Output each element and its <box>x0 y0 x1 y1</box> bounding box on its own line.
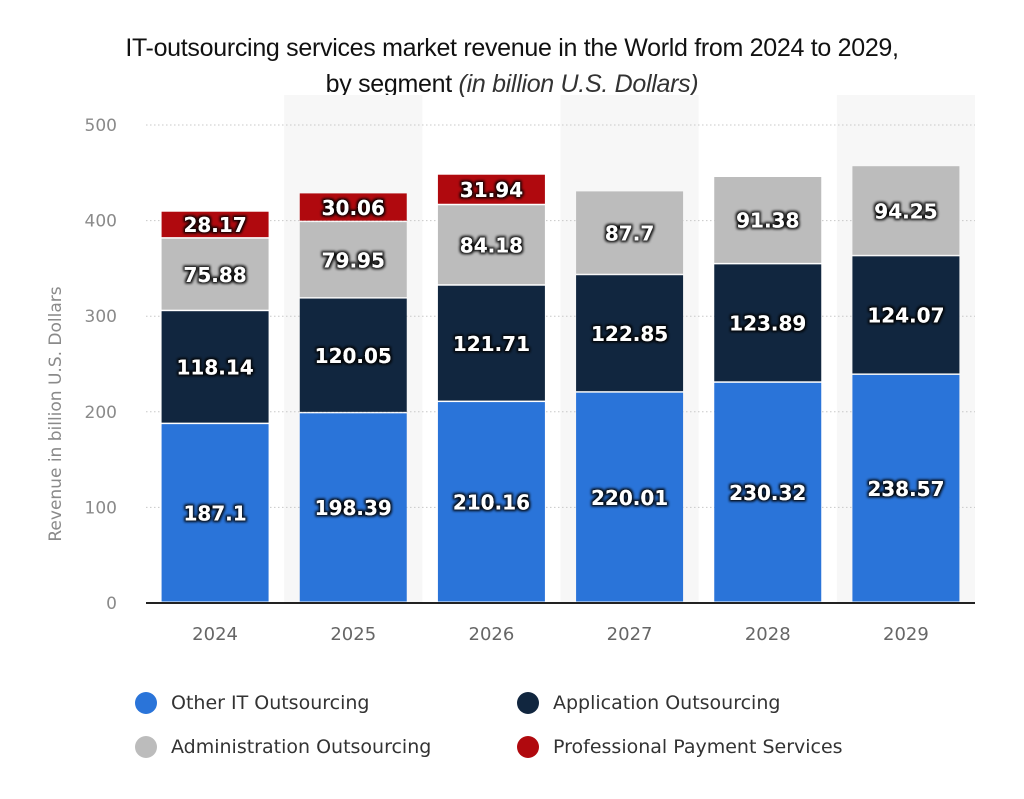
bar-segment <box>437 285 545 401</box>
chart-title-unit: (in billion U.S. Dollars) <box>458 70 699 98</box>
axes: 0 100 200 300 400 500 Revenue in billion U.S. … <box>46 116 975 645</box>
data-label: 121.71 <box>453 332 530 356</box>
chart-title-bold: by segment <box>325 70 453 98</box>
data-label: 118.14 <box>176 356 253 380</box>
data-label: 210.16 <box>453 491 530 515</box>
bar-segment <box>299 193 407 221</box>
data-label: 123.89 <box>729 312 806 336</box>
x-tick-label: 2027 <box>607 624 653 645</box>
legend-label: Professional Payment Services <box>553 736 843 758</box>
bar-segment <box>576 191 684 274</box>
legend-item[interactable]: Application Outsourcing <box>517 692 780 714</box>
bar-segment <box>437 402 545 602</box>
bar-segment <box>437 205 545 285</box>
bar-segment <box>299 222 407 298</box>
legend-item[interactable]: Professional Payment Services <box>517 736 843 758</box>
data-label: 87.7 <box>605 221 654 245</box>
data-label: 198.39 <box>315 496 392 520</box>
bar-segment <box>161 211 269 238</box>
x-tick-label: 2024 <box>192 624 238 645</box>
data-label: 220.01 <box>591 486 668 510</box>
data-label: 28.17 <box>183 213 246 237</box>
data-label: 91.38 <box>736 209 799 233</box>
chart-title-line1: IT-outsourcing services market revenue i… <box>125 34 899 62</box>
x-tick-label: 2029 <box>883 624 929 645</box>
bar-segment <box>299 298 407 412</box>
x-tick-label: 2026 <box>469 624 515 645</box>
data-label: 124.07 <box>867 304 944 328</box>
bar-segment <box>437 174 545 204</box>
data-label: 75.88 <box>183 263 246 287</box>
data-label: 238.57 <box>867 477 944 501</box>
y-tick-label: 200 <box>85 403 117 423</box>
bar-segment <box>299 413 407 602</box>
legend-marker-icon <box>135 692 157 714</box>
bar-segment <box>161 311 269 423</box>
bar-segment <box>714 264 822 382</box>
legend-marker-icon <box>517 692 539 714</box>
data-label: 30.06 <box>322 196 385 220</box>
legend-label: Other IT Outsourcing <box>171 692 370 714</box>
bar-segment <box>852 374 960 602</box>
data-label: 230.32 <box>729 481 806 505</box>
bar-segment <box>161 238 269 310</box>
bar-segment <box>714 382 822 602</box>
data-label: 31.94 <box>460 178 523 202</box>
bar-segment <box>852 256 960 374</box>
y-axis-title: Revenue in billion U.S. Dollars <box>46 286 66 541</box>
x-tick-label: 2025 <box>330 624 376 645</box>
bar-segment <box>161 424 269 602</box>
bar-segment <box>852 166 960 255</box>
stacked-bar-chart: 187.1 118.14 75.88 28.17 198.39 120.05 79.95 30… <box>46 116 975 645</box>
y-tick-label: 300 <box>85 307 117 327</box>
legend-item[interactable]: Other IT Outsourcing <box>135 692 369 714</box>
data-label: 79.95 <box>322 248 385 272</box>
y-tick-label: 0 <box>106 594 117 614</box>
y-tick-label: 100 <box>85 498 117 518</box>
legend-marker-icon <box>517 736 539 758</box>
x-tick-label: 2028 <box>745 624 791 645</box>
chart-title-line2: by segment (in billion U.S. Dollars) <box>0 66 1024 102</box>
data-label: 94.25 <box>874 199 937 223</box>
data-label: 122.85 <box>591 322 668 346</box>
bars <box>161 166 960 602</box>
bar-segment <box>714 177 822 263</box>
bar-segment <box>576 275 684 392</box>
data-label: 84.18 <box>460 233 523 257</box>
data-labels: 187.1 118.14 75.88 28.17 198.39 120.05 79.95 30… <box>176 178 944 526</box>
legend-item[interactable]: Administration Outsourcing <box>135 736 431 758</box>
data-label: 187.1 <box>183 502 246 526</box>
legend-label: Administration Outsourcing <box>171 736 432 758</box>
legend-marker-icon <box>135 736 157 758</box>
bar-segment <box>576 392 684 602</box>
y-tick-label: 500 <box>85 116 117 136</box>
data-label: 120.05 <box>315 344 392 368</box>
legend-label: Application Outsourcing <box>553 692 781 714</box>
chart-title: IT-outsourcing services market revenue i… <box>0 30 1024 102</box>
y-tick-label: 400 <box>85 212 117 232</box>
